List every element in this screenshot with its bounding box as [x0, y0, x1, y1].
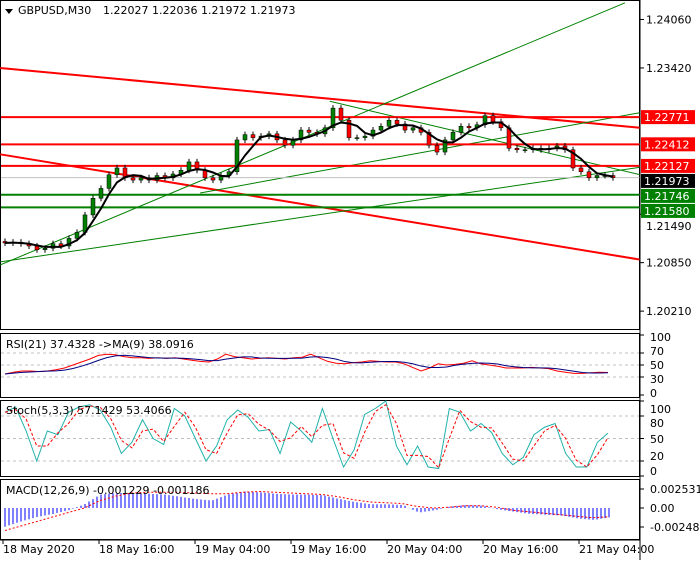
bull-candle — [330, 107, 336, 129]
rsi-tick-label: 30 — [650, 373, 664, 386]
bull-candle — [42, 248, 48, 251]
bear-candle — [250, 134, 256, 138]
rsi-tick-label: 0 — [650, 387, 657, 400]
bull-candle — [410, 127, 416, 131]
time-tick-label: 19 May 04:00 — [195, 543, 270, 556]
time-tick-label: 18 May 2020 — [3, 543, 75, 556]
stochastic-main-line — [4, 400, 609, 470]
bull-candle — [98, 188, 104, 199]
stochastic-panel[interactable]: Stoch(5,3,3) 57.1429 53.4066 — [0, 400, 640, 477]
price-label-text: 1.21580 — [644, 205, 690, 218]
bear-candle — [578, 167, 584, 172]
macd-panel[interactable]: MACD(12,26,9) -0.001229 -0.001186 — [0, 479, 640, 540]
price-label-text: 1.21746 — [644, 190, 690, 203]
bear-candle — [194, 161, 200, 171]
bull-candle — [458, 126, 464, 133]
bear-candle — [306, 129, 312, 133]
bear-candle — [338, 107, 344, 121]
bear-candle — [434, 144, 440, 153]
bull-candle — [90, 198, 96, 216]
bear-candle — [514, 148, 520, 151]
bear-candle — [426, 132, 432, 146]
price-tick-label: 1.21490 — [646, 220, 692, 233]
price-label-resistance — [641, 110, 695, 125]
stochastic-tick-label: 0 — [650, 465, 657, 478]
ohlc-values: 1.22027 1.22036 1.21972 1.21973 — [103, 4, 295, 17]
bull-candle — [106, 174, 112, 189]
bull-candle — [114, 167, 120, 176]
stochastic-tick-label: 80 — [650, 417, 664, 430]
price-tick-label: 1.20210 — [646, 305, 692, 318]
bear-candle — [570, 149, 576, 169]
rsi-title: RSI(21) 37.4328 ->MA(9) 38.0916 — [6, 338, 194, 351]
bull-candle — [450, 132, 456, 141]
price-label-support — [641, 188, 695, 203]
time-tick-label: 21 May 04:00 — [579, 543, 654, 556]
bull-candle — [186, 161, 192, 171]
macd-tick-label: -0.002488 — [650, 521, 700, 534]
stochastic-signal-line — [4, 404, 609, 469]
rsi-panel[interactable]: RSI(21) 37.4328 ->MA(9) 38.0916 — [0, 333, 640, 398]
stochastic-tick-label: 50 — [650, 433, 664, 446]
price-tick-label: 1.24060 — [646, 13, 692, 26]
price-panel[interactable]: GBPUSD,M30 1.22027 1.22036 1.21972 1.219… — [0, 0, 641, 330]
price-label-resistance — [641, 137, 695, 152]
price-label-current — [641, 173, 695, 188]
bear-candle — [210, 177, 216, 181]
trendline-support — [0, 2, 626, 266]
macd-signal-line — [4, 490, 609, 531]
rsi-ma-line — [4, 354, 609, 375]
bear-candle — [282, 139, 288, 146]
trendline-support — [0, 166, 641, 263]
bear-candle — [402, 123, 408, 131]
symbol-timeframe: GBPUSD,M30 — [18, 4, 91, 17]
price-label-text: 1.21973 — [644, 175, 690, 188]
bull-candle — [138, 177, 144, 181]
rsi-tick-label: 100 — [650, 331, 671, 344]
rsi-tick-label: 70 — [650, 345, 664, 358]
price-label-text: 1.22127 — [644, 160, 690, 173]
price-label-text: 1.22412 — [644, 138, 690, 151]
time-tick-label: 18 May 16:00 — [99, 543, 174, 556]
bear-candle — [130, 177, 136, 181]
time-tick-label: 20 May 16:00 — [483, 543, 558, 556]
bear-candle — [346, 119, 352, 138]
time-tick-label: 19 May 16:00 — [291, 543, 366, 556]
macd-tick-label: 0.00 — [650, 502, 675, 515]
bull-candle — [442, 139, 448, 153]
trendline-support — [329, 100, 641, 176]
stochastic-tick-label: 20 — [650, 450, 664, 463]
macd-title: MACD(12,26,9) -0.001229 -0.001186 — [6, 484, 209, 497]
price-label-resistance — [641, 158, 695, 173]
bear-candle — [490, 115, 496, 122]
bull-candle — [594, 175, 600, 179]
stochastic-tick-label: 100 — [650, 403, 671, 416]
price-tick-label: 1.20850 — [646, 257, 692, 270]
stochastic-title: Stoch(5,3,3) 57.1429 53.4066 — [6, 404, 172, 417]
bull-candle — [482, 115, 488, 126]
bull-candle — [354, 137, 360, 139]
time-tick-label: 20 May 04:00 — [387, 543, 462, 556]
bull-candle — [522, 149, 528, 152]
collapse-triangle-icon[interactable] — [5, 9, 13, 14]
bull-candle — [378, 126, 384, 131]
bull-candle — [386, 119, 392, 127]
rsi-tick-label: 50 — [650, 359, 664, 372]
rsi-line — [4, 353, 609, 375]
bull-candle — [298, 129, 304, 141]
macd-tick-label: 0.002531 — [650, 483, 700, 496]
trendline-support — [200, 112, 641, 194]
price-label-text: 1.22771 — [644, 111, 690, 124]
price-label-support — [641, 203, 695, 218]
bull-candle — [242, 134, 248, 141]
bear-candle — [586, 171, 592, 179]
bear-candle — [394, 119, 400, 125]
price-tick-label: 1.23420 — [646, 62, 692, 75]
bull-candle — [74, 232, 80, 239]
moving-average-line — [4, 121, 614, 248]
bear-candle — [466, 126, 472, 129]
bull-candle — [362, 135, 368, 138]
bull-candle — [234, 139, 240, 172]
